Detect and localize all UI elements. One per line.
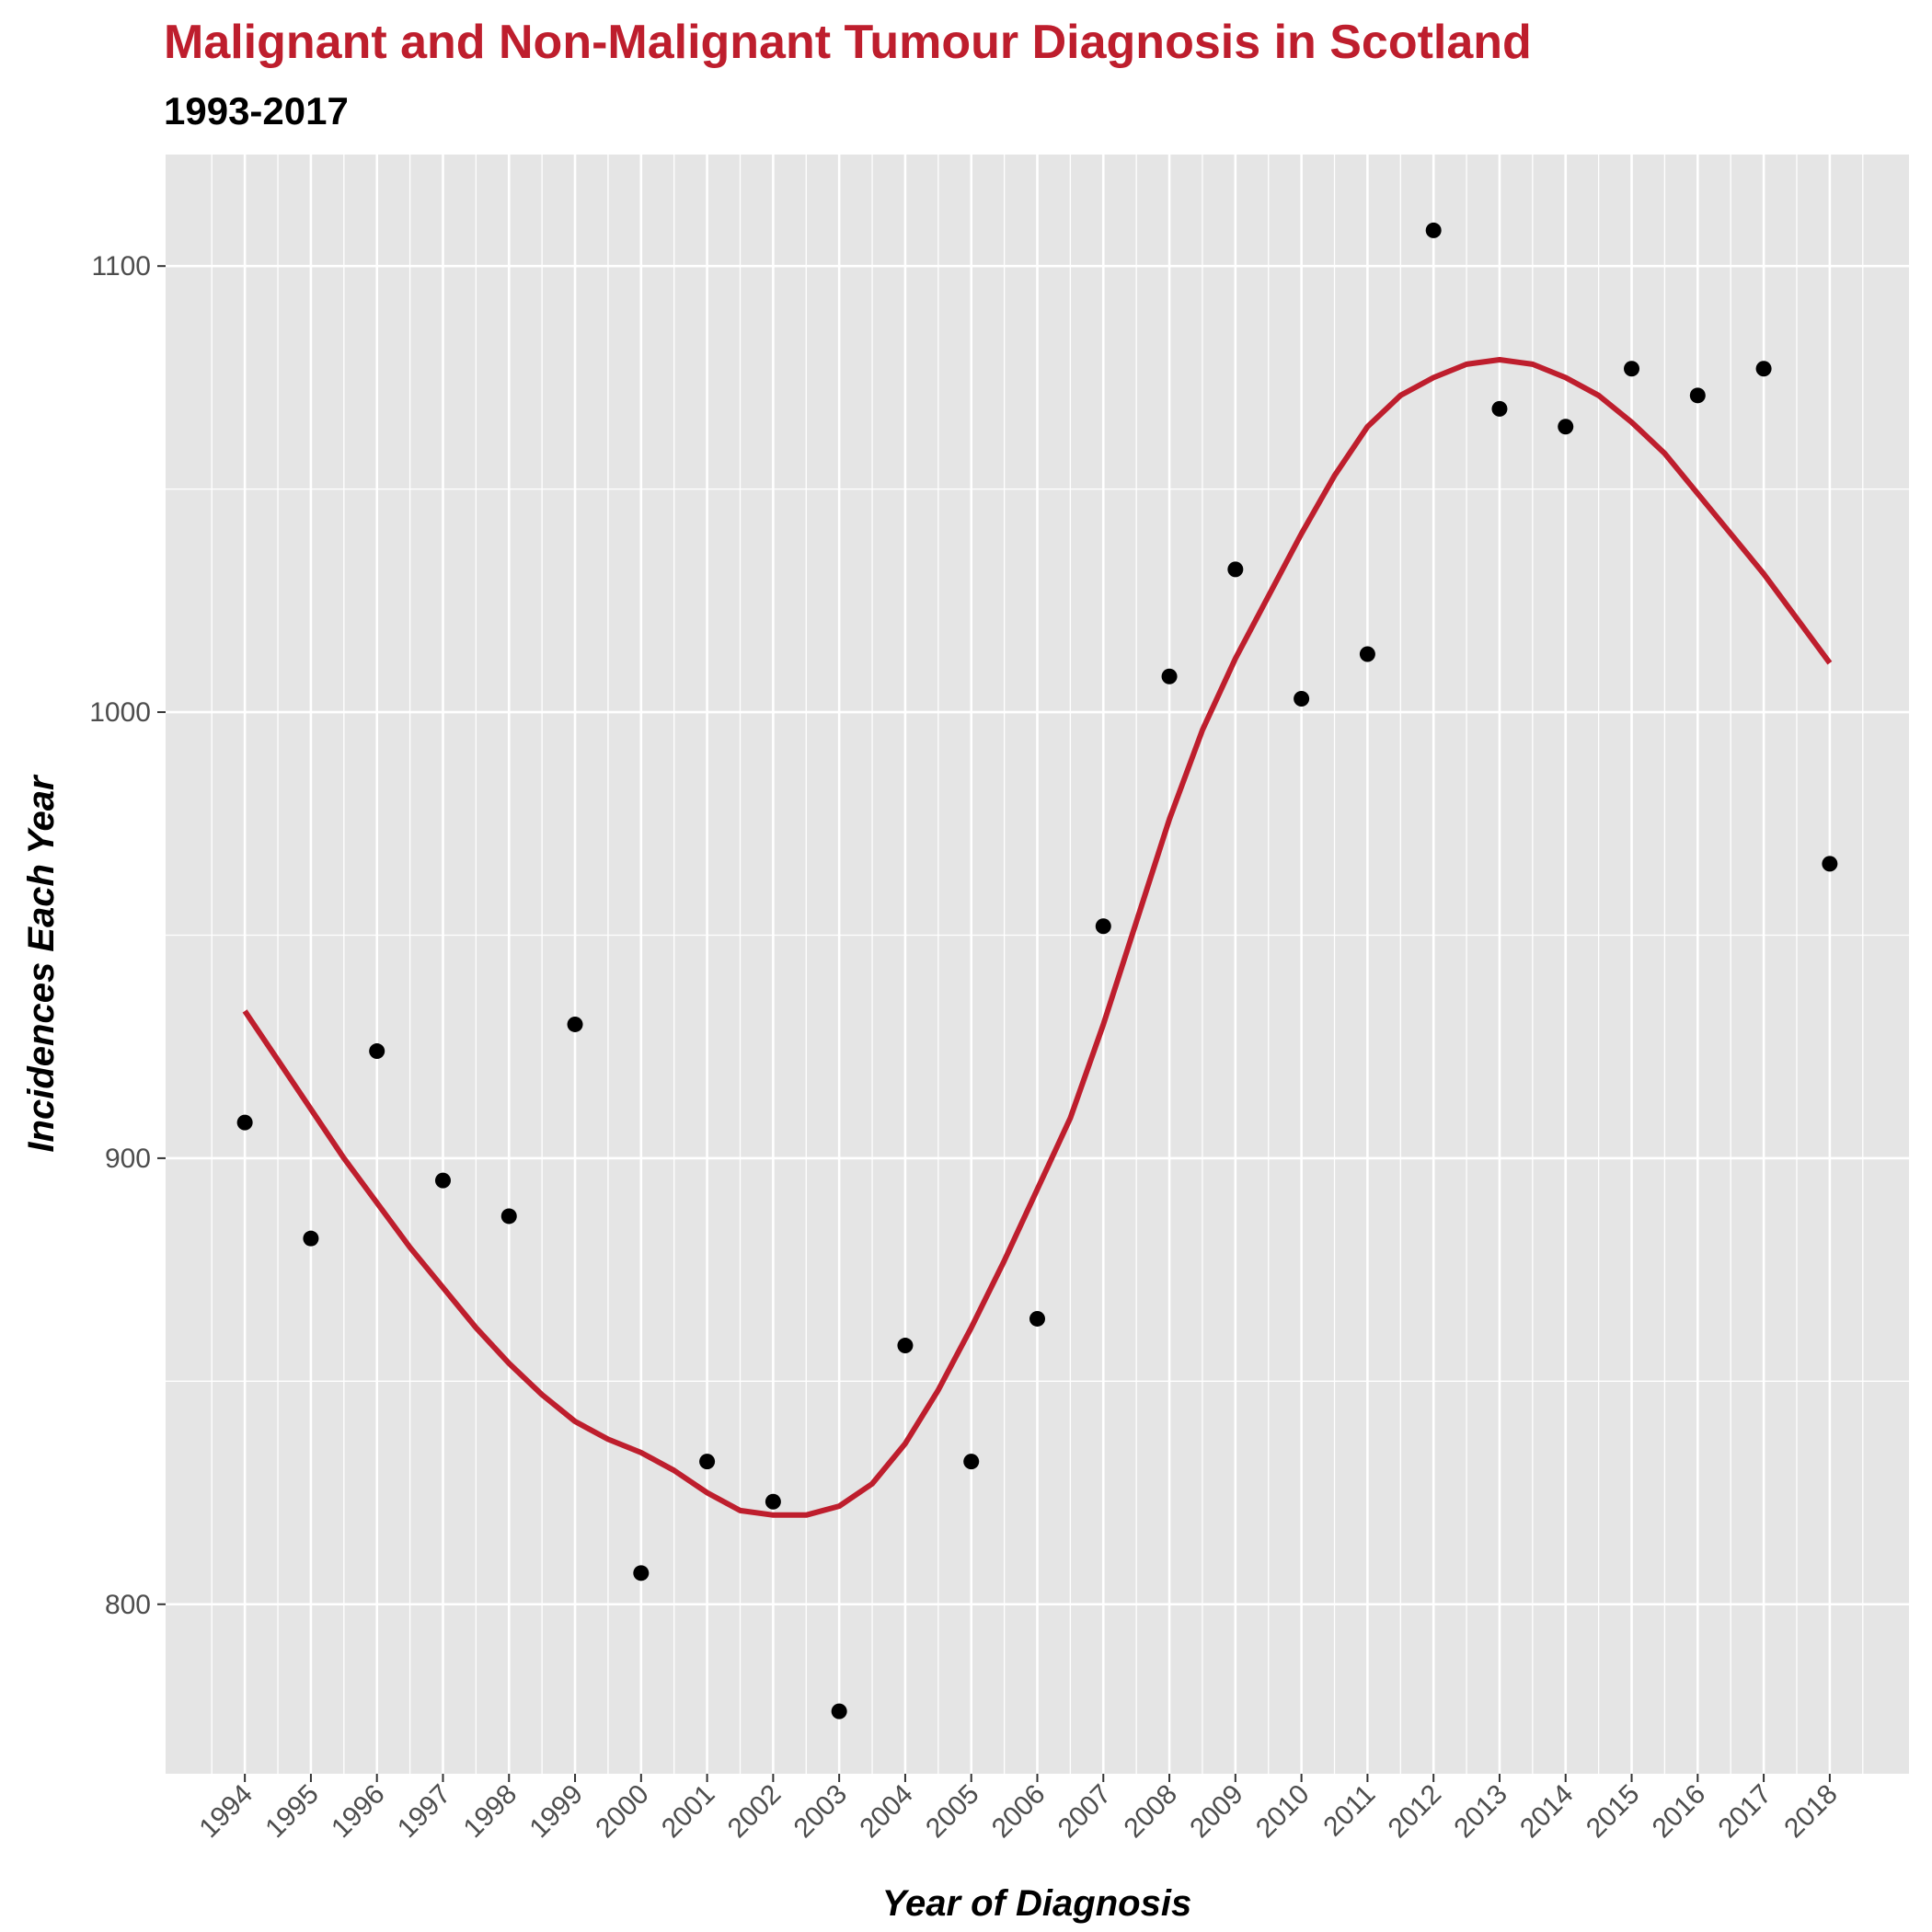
- data-point: [567, 1016, 583, 1032]
- x-tick-label: 2004: [854, 1779, 919, 1845]
- data-point: [1029, 1310, 1045, 1327]
- data-point: [1822, 856, 1838, 872]
- x-tick-label: 2005: [920, 1779, 985, 1845]
- x-tick-label: 1998: [458, 1779, 523, 1845]
- data-point: [1558, 419, 1574, 435]
- data-point: [1095, 918, 1111, 935]
- x-tick-label: 2002: [722, 1779, 788, 1845]
- data-point: [897, 1338, 914, 1354]
- x-tick-label: 2006: [986, 1779, 1052, 1845]
- x-tick-label: 1999: [523, 1779, 589, 1845]
- minor-grid: [166, 155, 1909, 1774]
- y-axis-ticks: 800 900 1000 1100: [89, 251, 166, 1620]
- x-tick-label: 2013: [1448, 1779, 1513, 1845]
- data-point: [1689, 387, 1706, 404]
- data-point: [1755, 361, 1772, 377]
- x-tick-label: 2003: [788, 1779, 854, 1845]
- x-axis-ticks: 1994 1995 1996 1997 1998 1999 2000 2001 2002 2003…: [194, 1774, 1844, 1844]
- chart-subtitle: 1993-2017: [164, 89, 349, 132]
- data-point: [1624, 361, 1640, 377]
- chart-title: Malignant and Non-Malignant Tumour Diagn…: [164, 16, 1532, 69]
- x-tick-label: 2015: [1581, 1779, 1646, 1845]
- x-tick-label: 1997: [392, 1779, 457, 1845]
- data-point: [500, 1208, 517, 1225]
- data-point: [1294, 691, 1310, 707]
- data-point: [633, 1565, 650, 1581]
- trend-line: [242, 357, 1833, 1518]
- data-points: [236, 222, 1838, 1719]
- x-tick-label: 2011: [1317, 1779, 1381, 1843]
- x-tick-label: 2010: [1250, 1779, 1316, 1845]
- y-tick-label: 900: [105, 1144, 151, 1174]
- x-tick-label: 1994: [194, 1779, 259, 1845]
- x-tick-label: 1995: [259, 1779, 325, 1845]
- data-point: [1161, 668, 1178, 684]
- x-tick-label: 2014: [1514, 1779, 1580, 1845]
- data-point: [236, 1114, 253, 1131]
- x-tick-label: 2018: [1778, 1779, 1844, 1845]
- y-tick-label: 800: [105, 1590, 151, 1620]
- data-point: [765, 1493, 781, 1510]
- y-tick-label: 1000: [89, 697, 151, 728]
- data-point: [1227, 561, 1244, 578]
- y-axis-title: Incidences Each Year: [21, 774, 62, 1153]
- data-point: [831, 1703, 847, 1719]
- x-tick-label: 2008: [1118, 1779, 1183, 1845]
- x-tick-label: 2016: [1647, 1779, 1712, 1845]
- data-point: [369, 1043, 385, 1060]
- data-point: [699, 1454, 716, 1470]
- x-tick-label: 2000: [590, 1779, 655, 1845]
- data-point: [1359, 646, 1375, 662]
- x-tick-label: 1996: [326, 1779, 391, 1845]
- x-tick-label: 2001: [656, 1779, 721, 1845]
- data-point: [1425, 222, 1442, 238]
- data-point: [1491, 400, 1508, 417]
- y-tick-label: 1100: [91, 251, 151, 282]
- x-tick-label: 2017: [1712, 1779, 1777, 1845]
- data-point: [303, 1230, 319, 1247]
- x-axis-title: Year of Diagnosis: [882, 1883, 1191, 1924]
- x-tick-label: 2009: [1184, 1779, 1249, 1845]
- data-point: [963, 1454, 980, 1470]
- x-tick-label: 2007: [1052, 1779, 1118, 1845]
- data-point: [434, 1172, 451, 1189]
- x-tick-label: 2012: [1383, 1779, 1448, 1845]
